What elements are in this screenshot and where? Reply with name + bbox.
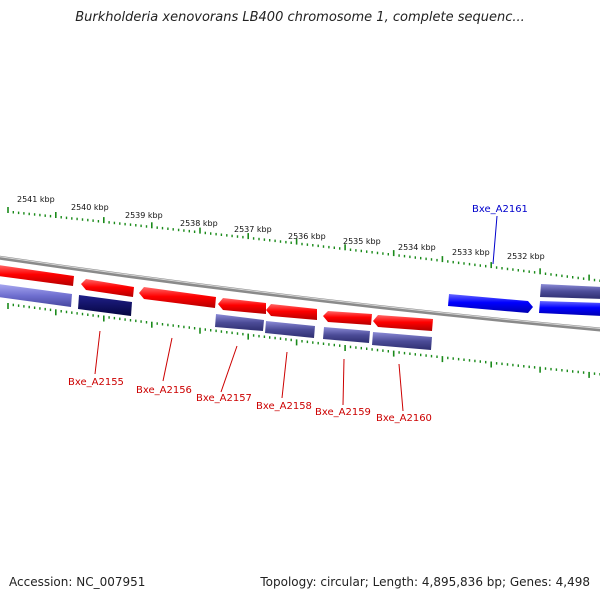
cds-feature[interactable]	[373, 315, 433, 331]
gene-leader-line	[492, 215, 498, 265]
feature-block[interactable]	[78, 295, 132, 316]
scale-label: 2535 kbp	[343, 237, 381, 246]
cds-feature[interactable]	[266, 304, 317, 320]
gene-label[interactable]: Bxe_A2158	[256, 401, 312, 412]
gene-label[interactable]: Bxe_A2156	[136, 385, 192, 396]
cds-feature[interactable]	[218, 298, 266, 314]
scale-ticks-outer	[7, 207, 600, 282]
scale-label: 2539 kbp	[125, 211, 163, 220]
scale-label: 2537 kbp	[234, 225, 272, 234]
cds-feature[interactable]	[448, 294, 533, 313]
gene-leader-line	[94, 330, 101, 375]
gene-leader-line	[162, 337, 173, 382]
gene-leader-line	[281, 351, 288, 399]
cds-feature[interactable]	[540, 284, 600, 299]
gene-leader-line	[398, 363, 404, 412]
cds-feature[interactable]	[323, 311, 372, 325]
feature-block[interactable]	[215, 314, 264, 331]
scale-ticks-inner	[7, 303, 600, 378]
cds-feature[interactable]	[0, 265, 74, 286]
feature-block[interactable]	[372, 332, 432, 350]
scale-labels: 2541 kbp 2540 kbp 2539 kbp 2538 kbp 2537 kbp…	[17, 195, 545, 261]
gene-label[interactable]: Bxe_A2161	[472, 204, 528, 215]
feature-block[interactable]	[265, 321, 315, 338]
gene-label[interactable]: Bxe_A2155	[68, 377, 124, 388]
scale-label: 2534 kbp	[398, 243, 436, 252]
map-title: Burkholderia xenovorans LB400 chromosome…	[75, 10, 525, 25]
gene-leader-line	[342, 358, 345, 406]
scale-label: 2532 kbp	[507, 252, 545, 261]
gene-label[interactable]: Bxe_A2160	[376, 413, 432, 424]
accession-text: Accession: NC_007951	[9, 575, 146, 589]
chromosome-backbone	[0, 255, 600, 332]
cds-feature[interactable]	[139, 287, 216, 308]
scale-label: 2536 kbp	[288, 232, 326, 241]
feature-block[interactable]	[0, 284, 72, 307]
scale-label: 2540 kbp	[71, 203, 109, 212]
scale-label: 2533 kbp	[452, 248, 490, 257]
gene-label[interactable]: Bxe_A2157	[196, 393, 252, 404]
scale-label: 2541 kbp	[17, 195, 55, 204]
genome-summary-text: Topology: circular; Length: 4,895,836 bp…	[260, 575, 590, 589]
cds-feature[interactable]	[81, 279, 134, 297]
feature-block[interactable]	[323, 327, 370, 343]
cds-feature[interactable]	[539, 301, 600, 316]
gene-label[interactable]: Bxe_A2159	[315, 407, 371, 418]
gene-leader-line	[220, 345, 238, 393]
chromosome-backbone-highlight	[0, 256, 600, 330]
scale-label: 2538 kbp	[180, 219, 218, 228]
